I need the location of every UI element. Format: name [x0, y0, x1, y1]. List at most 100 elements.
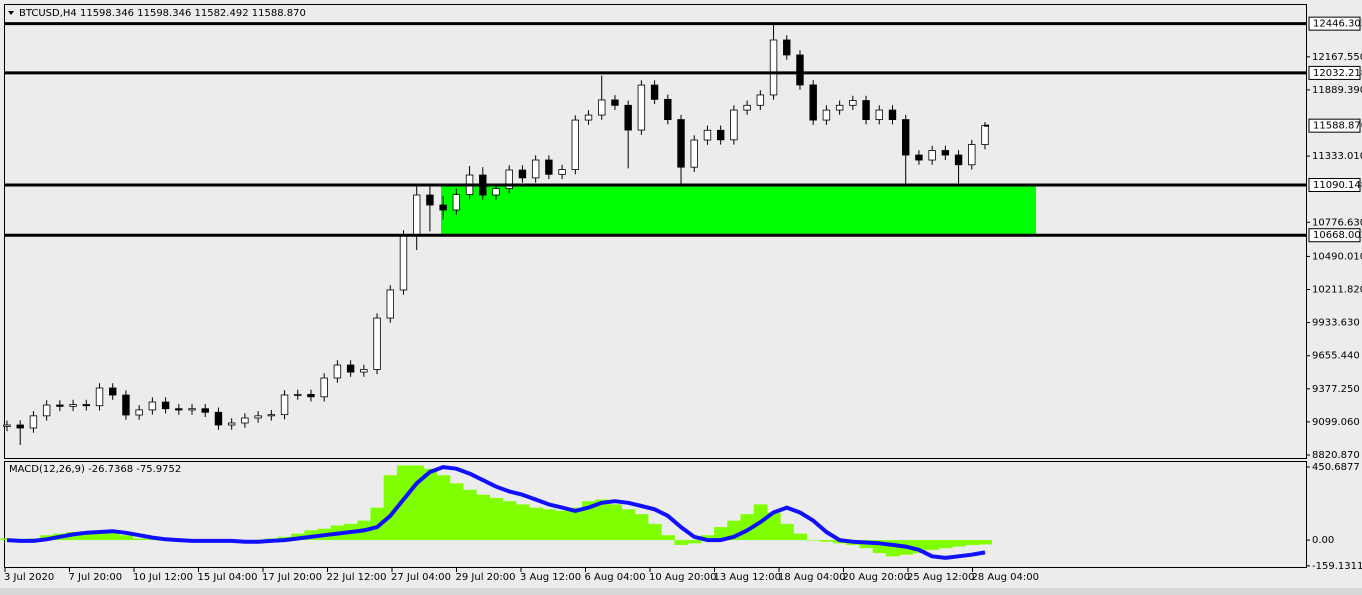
candle-body [730, 109, 738, 141]
x-tick-label: 3 Aug 12:00 [520, 572, 581, 583]
candle-body [783, 39, 791, 56]
level-label-box [1308, 228, 1361, 243]
histogram-bar [938, 540, 953, 549]
y-tick-label: 10776.630 [1312, 217, 1362, 228]
level-label: 12032.218 [1313, 68, 1362, 79]
histogram-bar [780, 523, 794, 541]
candle-body [95, 387, 104, 407]
x-tick-label: 10 Jul 12:00 [133, 572, 193, 583]
y-tick-label: 10211.820 [1312, 285, 1362, 296]
candle-body [42, 404, 51, 417]
x-tick-label: 13 Aug 12:00 [714, 572, 781, 583]
level-label: 11090.148 [1313, 180, 1362, 191]
x-tick-label: 25 Aug 12:00 [907, 572, 974, 583]
candle-body [492, 188, 500, 196]
candle-body [769, 39, 778, 96]
x-tick-label: 10 Aug 20:00 [649, 572, 716, 583]
histogram-bar [383, 475, 398, 541]
candle-body [29, 415, 38, 429]
candle-body [201, 408, 209, 413]
x-tick-label: 20 Aug 20:00 [843, 572, 910, 583]
candle-body [862, 100, 870, 120]
histogram-bar [449, 483, 464, 541]
candle-body [743, 104, 751, 111]
histogram-bar [119, 535, 134, 541]
histogram-bar [568, 507, 583, 541]
candle-body [756, 94, 765, 106]
candle-body [901, 119, 910, 156]
candle-body [175, 408, 183, 411]
histogram-bar [489, 497, 504, 541]
candle-body [584, 114, 593, 121]
candle-body [928, 150, 936, 161]
histogram-bar [714, 527, 728, 541]
signal-line [6, 465, 986, 560]
candle-body [558, 169, 566, 175]
candle-body [135, 409, 143, 416]
level-label-box [1308, 178, 1361, 193]
candle-body [664, 98, 672, 120]
candle-body [373, 317, 381, 370]
x-tick-label: 6 Aug 04:00 [585, 572, 646, 583]
candle-body [531, 159, 540, 179]
histogram-bar [608, 504, 623, 541]
candle-body [571, 119, 580, 170]
histogram-bar [106, 532, 120, 541]
histogram-bar [436, 475, 451, 541]
histogram-bar [793, 533, 808, 541]
histogram-bar [145, 539, 160, 541]
candle-body [320, 377, 328, 398]
candle-body [16, 424, 24, 429]
candle-body [915, 154, 923, 161]
candle-body [360, 369, 368, 373]
collapse-icon [8, 11, 14, 15]
candle-body [941, 150, 950, 156]
histogram-bar [132, 538, 147, 541]
candle-body [399, 234, 408, 291]
candle-body [518, 169, 527, 179]
x-tick-label: 15 Jul 04:00 [198, 572, 258, 583]
candle-body [227, 422, 236, 426]
candle-body [835, 104, 844, 111]
x-tick-label: 18 Aug 04:00 [778, 572, 845, 583]
candle-body [294, 394, 302, 396]
candle-body [426, 194, 434, 206]
candle-body [822, 109, 831, 121]
candle-body [888, 109, 897, 120]
candle-body [875, 109, 883, 120]
histogram-bar [806, 540, 821, 541]
y-tick-label: 9377.250 [1312, 384, 1360, 395]
candle-body [241, 417, 249, 424]
candle-body [968, 144, 976, 166]
candle-body [650, 84, 659, 100]
candle-body [981, 125, 989, 145]
candle-body [452, 194, 461, 211]
chart-title: BTCUSD,H4 11598.346 11598.346 11582.492 … [19, 8, 306, 19]
y-tick-label: 9933.630 [1312, 318, 1360, 329]
candle-body [3, 424, 11, 427]
candle-body [109, 387, 117, 396]
y-tick-label: 12167.550 [1312, 52, 1362, 63]
y-tick-label: 9655.440 [1312, 351, 1360, 362]
candle-body [954, 154, 963, 166]
histogram-bar [370, 507, 385, 541]
histogram-bar [951, 540, 966, 547]
y-tick-label: 11333.010 [1312, 151, 1362, 162]
current-price-label: 11588.870 [1313, 121, 1362, 132]
candle-body [82, 404, 91, 407]
candle-body [439, 204, 447, 211]
x-tick-label: 17 Jul 20:00 [262, 572, 322, 583]
candle-body [161, 401, 170, 410]
candle-body [254, 415, 262, 419]
y-tick-label: 11889.390 [1312, 85, 1362, 96]
level-label-box [1308, 16, 1361, 31]
histogram-bar [661, 535, 675, 541]
macd-pane [4, 461, 1307, 568]
x-tick-label: 3 Jul 2020 [4, 572, 54, 583]
histogram-bar [647, 523, 662, 541]
histogram-bar [476, 494, 490, 541]
x-tick-label: 29 Jul 20:00 [456, 572, 516, 583]
candle-body [809, 84, 817, 121]
candle-body [796, 54, 804, 86]
